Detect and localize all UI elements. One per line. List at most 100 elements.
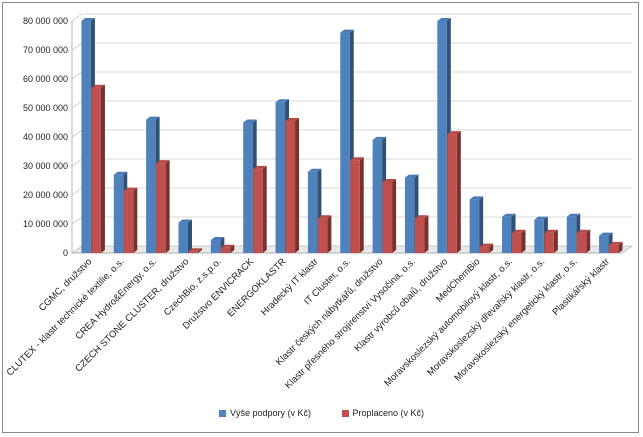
bar-side xyxy=(489,243,494,253)
bar-front xyxy=(123,190,134,253)
bar-side xyxy=(187,219,192,253)
bar-top xyxy=(350,157,364,161)
bar-front xyxy=(512,232,522,253)
bar-front xyxy=(544,232,554,253)
bar-side xyxy=(618,241,623,253)
bar-top xyxy=(317,215,332,219)
bar-proplaceno xyxy=(382,178,397,253)
bar-front xyxy=(609,244,619,253)
bar-side xyxy=(586,229,591,253)
bar-front xyxy=(576,232,587,253)
bar-side xyxy=(392,178,397,253)
bar-top xyxy=(544,229,558,233)
y-tick-label: 10 000 000 xyxy=(23,219,68,229)
y-axis-tick-labels: 0 10 000 000 20 000 000 30 000 000 40 000 00… xyxy=(23,16,68,258)
bar-front xyxy=(317,218,328,253)
bar-top xyxy=(81,18,95,21)
bar-top xyxy=(243,119,257,123)
y-tick-label: 0 xyxy=(63,248,68,258)
x-category-label: Moravskoslezský energetický klastr, o.s. xyxy=(452,256,579,383)
bar-front xyxy=(340,32,350,253)
bar-side xyxy=(165,160,170,253)
legend-swatch-series-1 xyxy=(341,409,349,417)
bar-proplaceno xyxy=(609,241,623,253)
bar-proplaceno xyxy=(350,157,364,253)
bar-top xyxy=(210,236,225,240)
bar-top xyxy=(307,168,322,172)
bar-proplaceno xyxy=(447,131,461,253)
bar-side xyxy=(553,229,558,253)
bar-top xyxy=(609,241,623,245)
bar-proplaceno xyxy=(91,84,105,253)
bar-top xyxy=(534,216,548,220)
bar-side xyxy=(230,244,235,253)
bar-top xyxy=(469,196,484,200)
bar-front xyxy=(113,174,124,253)
bar-top xyxy=(566,213,581,217)
bar-top xyxy=(372,136,387,140)
bar-top xyxy=(382,178,397,182)
bar-front xyxy=(469,199,480,253)
bar-proplaceno xyxy=(512,229,526,253)
legend-label-series-0: Výše podpory (v Kč) xyxy=(229,408,311,418)
legend-item-series-1: Proplaceno (v Kč) xyxy=(341,408,425,418)
bar-front xyxy=(81,21,91,253)
bar-front xyxy=(502,216,512,253)
bar-front xyxy=(243,122,253,253)
x-category-label: Plastikářský klastr xyxy=(550,256,612,318)
bars xyxy=(81,18,623,253)
x-category-label: CzechBio, z.s.p.o. xyxy=(162,256,224,318)
bar-top xyxy=(188,248,202,252)
bar-proplaceno xyxy=(123,187,138,253)
bar-proplaceno xyxy=(414,215,429,253)
bar-top xyxy=(576,229,591,233)
bar-proplaceno xyxy=(156,160,170,253)
bar-vyse-podpory xyxy=(469,196,484,253)
bar-top xyxy=(414,215,429,219)
bar-front xyxy=(285,121,296,253)
bar-side xyxy=(424,215,429,253)
x-category-label: CLUTEX - klastr technické textilie, o.s. xyxy=(5,256,127,378)
bar-proplaceno xyxy=(253,165,267,253)
bar-front xyxy=(275,102,286,253)
bar-proplaceno xyxy=(576,229,591,253)
bar-top xyxy=(275,99,290,103)
legend-label-series-1: Proplaceno (v Kč) xyxy=(352,408,425,418)
y-tick-label: 30 000 000 xyxy=(23,161,68,171)
bar-proplaceno xyxy=(544,229,558,253)
bar-top xyxy=(512,229,526,233)
bar-top xyxy=(178,219,192,223)
bar-proplaceno xyxy=(317,215,332,253)
bar-front xyxy=(599,235,609,253)
x-category-label: Moravskoslezský dřevařský klastr, o.s. xyxy=(425,256,547,378)
bar-front xyxy=(479,246,490,253)
bar-side xyxy=(456,131,461,253)
bar-top xyxy=(599,232,613,236)
legend-item-series-0: Výše podpory (v Kč) xyxy=(218,408,311,418)
gridline xyxy=(71,13,632,22)
bar-front xyxy=(178,222,188,253)
bar-proplaceno xyxy=(479,243,494,253)
bar-front xyxy=(566,216,577,253)
bar-front xyxy=(437,21,447,253)
bar-top xyxy=(146,116,160,120)
bar-top xyxy=(156,160,170,164)
bar-side xyxy=(100,84,105,253)
bar-front xyxy=(146,119,156,253)
bar-top xyxy=(220,244,235,248)
y-tick-label: 70 000 000 xyxy=(23,45,68,55)
bar-side xyxy=(327,215,332,253)
bar-front xyxy=(350,160,360,253)
bar-top xyxy=(479,243,494,247)
bar-front xyxy=(220,247,231,253)
x-category-label: ENERGOKLASTR xyxy=(225,256,288,319)
legend: Výše podpory (v Kč) Proplaceno (v Kč) xyxy=(0,408,643,419)
y-tick-label: 40 000 000 xyxy=(23,132,68,142)
bar-proplaceno xyxy=(188,248,202,253)
bar-front xyxy=(253,168,263,253)
bar-side xyxy=(133,187,138,253)
bar-top xyxy=(113,171,128,175)
bar-side xyxy=(521,229,526,253)
x-category-label: CGMC, družstvo xyxy=(37,256,94,313)
